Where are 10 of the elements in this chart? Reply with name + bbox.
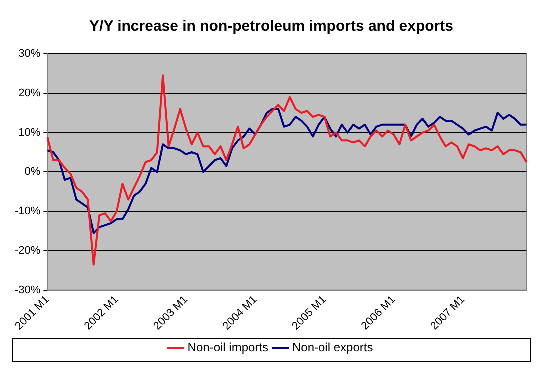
y-tick-label: 0% [24,166,41,178]
y-tick-label: -10% [14,206,41,218]
y-tick-label: -30% [14,284,41,296]
y-tick-label: -20% [14,245,41,258]
legend-label: Non-oil imports [188,340,269,354]
chart-title: Y/Y increase in non-petroleum imports and exports [90,18,454,36]
legend-label: Non-oil exports [292,340,374,354]
y-tick-label: 20% [18,87,41,100]
y-tick-label: 10% [18,126,41,139]
y-tick-label: 30% [18,48,41,60]
